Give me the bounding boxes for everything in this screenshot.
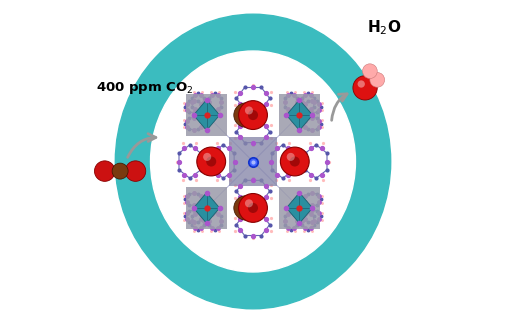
- Circle shape: [280, 147, 309, 176]
- Bar: [185, 94, 227, 136]
- Circle shape: [289, 156, 299, 167]
- Circle shape: [239, 108, 245, 114]
- Bar: [228, 137, 277, 186]
- Circle shape: [357, 80, 364, 88]
- Text: H$_2$O: H$_2$O: [366, 18, 400, 36]
- Circle shape: [244, 106, 252, 114]
- Bar: [278, 94, 320, 136]
- Circle shape: [247, 110, 258, 120]
- Circle shape: [196, 147, 225, 176]
- Circle shape: [233, 103, 258, 127]
- Circle shape: [244, 199, 252, 207]
- Circle shape: [369, 72, 384, 87]
- Circle shape: [112, 163, 128, 179]
- Circle shape: [247, 203, 258, 213]
- Circle shape: [233, 196, 258, 220]
- Circle shape: [125, 161, 145, 181]
- Polygon shape: [286, 193, 312, 223]
- Bar: [278, 187, 320, 229]
- Circle shape: [352, 76, 377, 100]
- Text: 400 ppm CO$_2$: 400 ppm CO$_2$: [96, 80, 193, 96]
- Circle shape: [239, 201, 245, 207]
- Ellipse shape: [115, 14, 390, 309]
- Circle shape: [238, 193, 267, 222]
- Polygon shape: [193, 193, 219, 223]
- Circle shape: [362, 64, 377, 78]
- Circle shape: [94, 161, 115, 181]
- Circle shape: [203, 153, 211, 161]
- Ellipse shape: [150, 51, 355, 272]
- Polygon shape: [286, 100, 312, 130]
- Circle shape: [238, 101, 267, 130]
- Circle shape: [286, 153, 294, 161]
- Circle shape: [206, 156, 216, 167]
- Polygon shape: [193, 100, 219, 130]
- Bar: [185, 187, 227, 229]
